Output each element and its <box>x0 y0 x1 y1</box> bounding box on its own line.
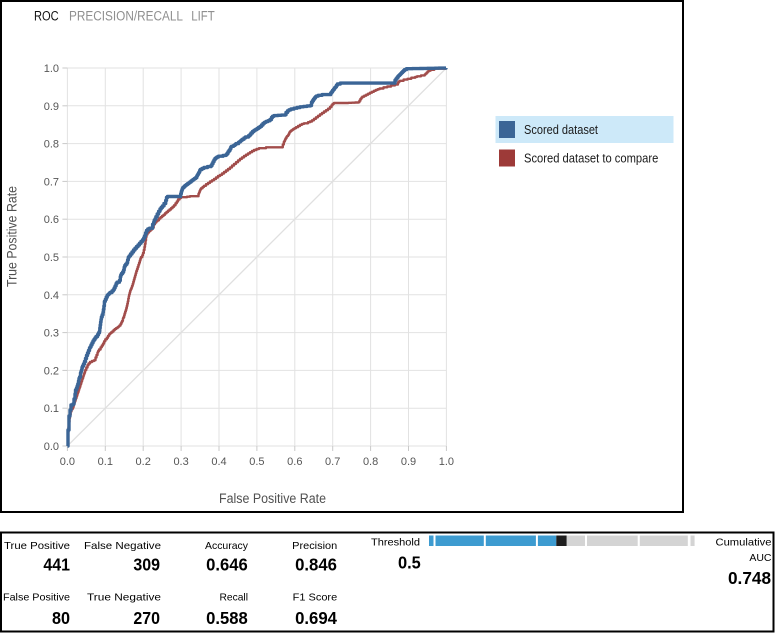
svg-text:0.1: 0.1 <box>44 403 59 415</box>
svg-text:0.0: 0.0 <box>60 456 75 468</box>
svg-text:0.846: 0.846 <box>295 555 337 575</box>
svg-text:0.7: 0.7 <box>325 456 340 468</box>
svg-text:0.7: 0.7 <box>44 176 59 188</box>
svg-text:Precision: Precision <box>292 540 337 552</box>
svg-text:0.4: 0.4 <box>211 456 226 468</box>
svg-text:False Negative: False Negative <box>84 540 161 552</box>
svg-text:0.8: 0.8 <box>363 456 378 468</box>
svg-text:False Positive Rate: False Positive Rate <box>219 491 326 506</box>
svg-text:1.0: 1.0 <box>439 456 454 468</box>
svg-text:True Positive Rate: True Positive Rate <box>5 186 20 287</box>
svg-text:True Positive: True Positive <box>4 540 70 552</box>
svg-text:0.8: 0.8 <box>44 139 59 151</box>
svg-text:PRECISION/RECALL: PRECISION/RECALL <box>69 9 183 24</box>
svg-text:0.3: 0.3 <box>44 328 59 340</box>
svg-text:0.3: 0.3 <box>173 456 188 468</box>
svg-text:0.4: 0.4 <box>44 290 59 302</box>
svg-text:270: 270 <box>133 608 160 628</box>
svg-text:0.0: 0.0 <box>44 441 59 453</box>
svg-text:0.2: 0.2 <box>136 456 151 468</box>
svg-text:0.748: 0.748 <box>728 568 771 588</box>
svg-text:Scored dataset: Scored dataset <box>524 122 598 137</box>
svg-text:0.5: 0.5 <box>249 456 264 468</box>
svg-text:80: 80 <box>52 608 70 628</box>
svg-text:Threshold: Threshold <box>371 537 420 549</box>
svg-text:Cumulative: Cumulative <box>716 537 772 549</box>
svg-text:AUC: AUC <box>749 552 772 564</box>
svg-text:0.1: 0.1 <box>98 456 113 468</box>
svg-text:F1 Score: F1 Score <box>293 592 338 604</box>
svg-text:Accuracy: Accuracy <box>205 540 249 552</box>
svg-text:309: 309 <box>133 555 160 575</box>
svg-text:0.9: 0.9 <box>401 456 416 468</box>
svg-text:0.694: 0.694 <box>295 608 337 628</box>
svg-text:Recall: Recall <box>220 592 249 604</box>
svg-text:0.646: 0.646 <box>206 555 248 575</box>
svg-text:0.5: 0.5 <box>398 553 421 573</box>
svg-text:0.588: 0.588 <box>206 608 248 628</box>
svg-text:0.2: 0.2 <box>44 365 59 377</box>
svg-text:False Positive: False Positive <box>3 592 70 604</box>
svg-text:0.9: 0.9 <box>44 101 59 113</box>
svg-text:ROC: ROC <box>34 9 59 24</box>
svg-text:0.5: 0.5 <box>44 252 59 264</box>
svg-text:1.0: 1.0 <box>44 63 59 75</box>
svg-text:0.6: 0.6 <box>287 456 302 468</box>
svg-text:LIFT: LIFT <box>191 9 214 24</box>
svg-text:0.6: 0.6 <box>44 214 59 226</box>
svg-text:441: 441 <box>43 555 70 575</box>
svg-text:Scored dataset to compare: Scored dataset to compare <box>524 151 658 166</box>
svg-text:True Negative: True Negative <box>87 592 161 604</box>
